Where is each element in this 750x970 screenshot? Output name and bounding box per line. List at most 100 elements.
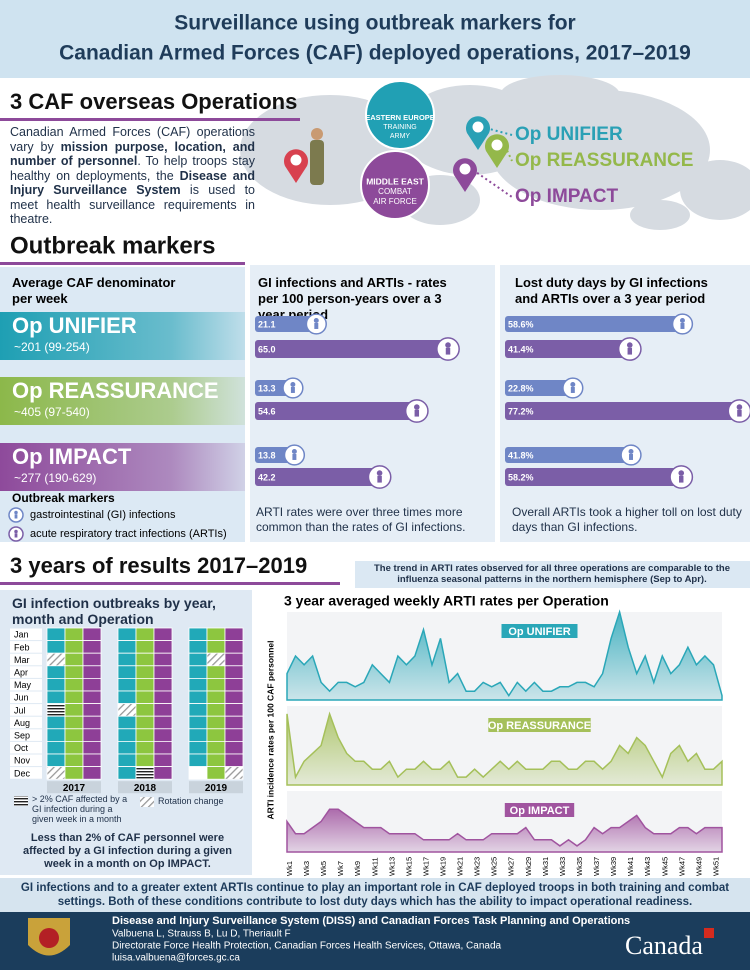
value-label: 22.8% [508,383,534,393]
canada-wordmark: Canada [625,931,703,960]
map-pin-dot [290,154,302,166]
op-denominator: ~277 (190-629) [14,471,96,485]
grid-cell [224,766,244,780]
marker-icon-body [290,387,295,393]
section-heading: 3 years of results 2017–2019 [10,553,307,578]
grid-cell [153,640,173,654]
month-bg [10,741,42,754]
x-tick-label: Wk45 [660,857,669,876]
paragraph-text: . To help troops stay healthy on deploym… [10,154,255,183]
marker-icon-body [629,454,633,460]
grid-cell [117,690,137,705]
grid-cell [82,766,102,780]
grid-cell [153,690,173,705]
bar [255,402,419,420]
marker-icon-body [737,409,742,417]
header-bg [0,0,750,78]
grid-cell [206,640,226,654]
marker-icon-body [292,454,297,460]
op-denominator: ~201 (99-254) [14,340,90,354]
grid-cell [135,640,155,654]
grid-cell [117,640,137,654]
footer-statement: GI infections and to a greater extent AR… [0,878,750,912]
series-label-bg [504,803,575,817]
grid-cell [135,690,155,705]
bar [255,468,382,486]
x-tick-label: Wk31 [541,857,550,876]
grid-cell [135,627,155,642]
grid-cell [82,703,102,717]
map-circle-label: ARMY [390,133,411,140]
legend-rotation-text: Rotation change [158,796,224,806]
x-tick-label: Wk51 [711,857,720,876]
month-label: Aug [14,718,30,728]
month-bg [10,666,42,678]
paragraph-text: Canadian Armed Forces (CAF) operations v… [10,125,255,154]
grid-cell [64,728,84,742]
month-label: Oct [14,743,29,753]
grid-cell [153,728,173,742]
legend-text: acute respiratory tract infections (ARTI… [30,528,227,540]
y-axis-label: ARTI incidence rates per 100 CAF personn… [265,640,275,819]
title: Canadian Armed Forces (CAF) deployed ope… [59,42,691,65]
year-bg [118,781,172,794]
series-label: Op UNIFIER [508,626,570,638]
x-tick-label: Wk35 [575,857,584,876]
column-heading-line: and ARTIs over a 3 year period [515,291,705,306]
map-land [490,90,710,210]
x-tick-label: Wk37 [592,857,601,876]
grid-cell [206,627,226,642]
section-heading: 3 CAF overseas Operations [10,89,297,114]
column-heading-line: per 100 person-years over a 3 [258,291,442,306]
grid-cell [135,753,155,768]
value-label: 54.6 [258,406,276,416]
marker-icon-head [678,470,685,476]
paragraph-text: mission purpose, location, and number of… [10,139,255,169]
grid-cell [46,652,66,667]
grid-cell [82,715,102,730]
month-bg [10,628,42,641]
marker-icon-body [679,475,684,483]
marker-icon-head [313,318,319,324]
grid-cell [82,690,102,705]
grid-cell [64,678,84,692]
grid-cell [82,665,102,679]
grid-cell [46,728,66,742]
map-land [500,75,620,115]
map-pin [453,158,478,192]
marker-icon-body [314,323,319,329]
grid-cell [224,715,244,730]
heading-underline [0,262,245,265]
grid-cell [82,627,102,642]
marker-icon-head [414,404,420,410]
grid-cell [206,715,226,730]
note-bg [355,561,750,588]
grid-cell [224,753,244,768]
marker-icon-head [679,318,685,324]
x-tick-label: Wk17 [421,857,430,876]
grid-cell [224,627,244,642]
grid-cell [188,741,208,755]
bar [505,316,685,332]
footer-bg [0,912,750,970]
column-heading-line: per week [12,291,68,306]
grid-cell [135,766,155,780]
month-label: Nov [14,756,31,766]
grid-cell [64,665,84,679]
marker-icon-body [570,387,575,393]
month-bg [10,767,42,779]
x-tick-label: Wk15 [404,857,413,876]
series-label: Op REASSURANCE [488,720,591,732]
grid-cell [135,652,155,667]
grid-cell [153,678,173,692]
x-tick-label: Wk21 [456,857,465,876]
month-bg [10,716,42,729]
map-circle-label: MIDDLE EAST [366,176,424,186]
map-op-label: Op IMPACT [515,186,618,207]
footer-authors: Valbuena L, Strauss B, Lu D, Theriault F [112,929,291,940]
x-tick-label: Wk27 [507,857,516,876]
marker-icon-head [14,510,18,515]
grid-cell [224,741,244,755]
